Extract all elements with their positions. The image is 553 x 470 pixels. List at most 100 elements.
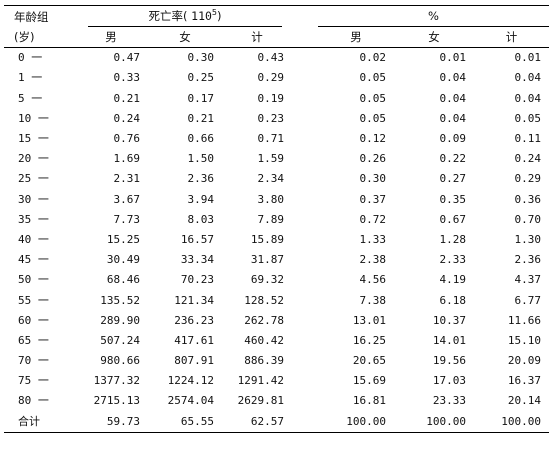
male-pct-cell: 15.69 bbox=[352, 374, 386, 388]
age-group-cell: 0 一 bbox=[18, 51, 43, 65]
male-pct-cell: 7.38 bbox=[359, 293, 387, 307]
sub-header-female-pct: 女 bbox=[428, 30, 440, 45]
total-pct-cell: 20.14 bbox=[507, 394, 542, 408]
female-pct-cell: 14.01 bbox=[432, 333, 466, 347]
age-group-cell: 25 一 bbox=[18, 172, 49, 186]
male-pct-cell: 0.72 bbox=[359, 212, 387, 226]
table-row: 1 一 0.33 0.25 0.29 0.05 0.04 0.04 bbox=[4, 68, 549, 88]
total-pct-cell: 0.05 bbox=[514, 111, 542, 125]
female-rate-cell: 807.91 bbox=[174, 354, 214, 368]
age-group-cell: 15 一 bbox=[18, 132, 49, 146]
table-row: 10 一 0.24 0.21 0.23 0.05 0.04 0.05 bbox=[4, 109, 549, 129]
total-pct-cell: 11.66 bbox=[507, 313, 542, 327]
header-row-group: 年龄组 死亡率( 1105) % bbox=[4, 5, 550, 27]
table-row: 0 一 0.47 0.30 0.43 0.02 0.01 0.01 bbox=[4, 48, 549, 69]
header-row-sub: (岁) 男 女 计 男 女 计 bbox=[4, 27, 550, 48]
male-pct-cell: 16.81 bbox=[352, 394, 386, 408]
total-pct-cell: 6.77 bbox=[514, 293, 542, 307]
table-row: 20 一 1.69 1.50 1.59 0.26 0.22 0.24 bbox=[4, 149, 549, 169]
female-pct-cell: 0.35 bbox=[439, 192, 467, 206]
age-group-cell: 70 一 bbox=[18, 354, 49, 368]
male-rate-cell: 2.31 bbox=[113, 172, 141, 186]
male-rate-cell: 59.73 bbox=[106, 414, 140, 428]
male-pct-cell: 0.05 bbox=[359, 71, 387, 85]
female-pct-cell: 100.00 bbox=[426, 414, 466, 428]
male-rate-cell: 30.49 bbox=[106, 253, 140, 267]
male-pct-cell: 20.65 bbox=[352, 354, 386, 368]
age-group-cell: 80 一 bbox=[18, 394, 49, 408]
female-rate-cell: 121.34 bbox=[174, 293, 214, 307]
total-pct-cell: 0.24 bbox=[514, 152, 542, 166]
male-rate-cell: 0.21 bbox=[113, 91, 141, 105]
age-group-cell: 45 一 bbox=[18, 253, 49, 267]
total-rate-cell: 3.80 bbox=[257, 192, 285, 206]
total-rate-cell: 262.78 bbox=[244, 313, 284, 327]
mortality-rate-label: 死亡率( bbox=[148, 9, 188, 23]
female-rate-cell: 70.23 bbox=[180, 273, 214, 287]
age-group-cell: 55 一 bbox=[18, 293, 49, 307]
total-rate-cell: 31.87 bbox=[250, 253, 284, 267]
male-rate-cell: 1.69 bbox=[113, 152, 141, 166]
sub-header-total-rate: 计 bbox=[251, 30, 263, 45]
male-pct-cell: 0.02 bbox=[359, 51, 387, 65]
sub-header-female-rate: 女 bbox=[179, 30, 191, 45]
female-rate-cell: 1224.12 bbox=[167, 374, 214, 388]
male-rate-cell: 0.47 bbox=[113, 51, 141, 65]
total-pct-cell: 15.10 bbox=[507, 333, 542, 347]
total-pct-cell: 100.00 bbox=[501, 414, 542, 428]
male-pct-cell: 0.26 bbox=[359, 152, 387, 166]
male-rate-cell: 2715.13 bbox=[93, 394, 140, 408]
table-row: 65 一 507.24 417.61 460.42 16.25 14.01 15.10 bbox=[4, 331, 549, 351]
female-pct-cell: 0.04 bbox=[439, 111, 467, 125]
male-rate-cell: 135.52 bbox=[100, 293, 140, 307]
table-row: 30 一 3.67 3.94 3.80 0.37 0.35 0.36 bbox=[4, 190, 549, 210]
total-pct-cell: 0.70 bbox=[514, 212, 542, 226]
percent-header: % bbox=[318, 6, 550, 27]
age-group-cell: 合计 bbox=[18, 414, 40, 428]
total-pct-cell: 0.11 bbox=[514, 132, 542, 146]
table-row: 25 一 2.31 2.36 2.34 0.30 0.27 0.29 bbox=[4, 169, 549, 189]
total-rate-cell: 69.32 bbox=[250, 273, 284, 287]
female-pct-cell: 0.09 bbox=[439, 132, 467, 146]
table-row: 40 一 15.25 16.57 15.89 1.33 1.28 1.30 bbox=[4, 230, 549, 250]
age-group-cell: 35 一 bbox=[18, 212, 49, 226]
mortality-table: 年龄组 死亡率( 1105) % (岁) 男 女 计 男 bbox=[4, 5, 550, 433]
total-rate-cell: 1291.42 bbox=[237, 374, 284, 388]
table-row: 80 一 2715.13 2574.04 2629.81 16.81 23.33 20.14 bbox=[4, 391, 549, 411]
table-row: 55 一 135.52 121.34 128.52 7.38 6.18 6.77 bbox=[4, 290, 549, 310]
male-pct-cell: 4.56 bbox=[359, 273, 387, 287]
male-pct-cell: 0.05 bbox=[359, 111, 387, 125]
female-rate-cell: 33.34 bbox=[180, 253, 214, 267]
male-pct-cell: 100.00 bbox=[346, 414, 386, 428]
total-rate-cell: 0.19 bbox=[257, 91, 285, 105]
age-group-cell: 75 一 bbox=[18, 374, 49, 388]
table-row: 15 一 0.76 0.66 0.71 0.12 0.09 0.11 bbox=[4, 129, 549, 149]
male-pct-cell: 13.01 bbox=[352, 313, 386, 327]
total-rate-cell: 886.39 bbox=[244, 354, 284, 368]
total-rate-cell: 128.52 bbox=[244, 293, 284, 307]
female-rate-cell: 2574.04 bbox=[167, 394, 214, 408]
age-group-cell: 20 一 bbox=[18, 152, 49, 166]
total-pct-cell: 20.09 bbox=[507, 354, 542, 368]
total-pct-cell: 0.29 bbox=[514, 172, 542, 186]
total-pct-cell: 4.37 bbox=[514, 273, 542, 287]
female-pct-cell: 0.01 bbox=[439, 51, 467, 65]
female-rate-cell: 0.66 bbox=[187, 132, 215, 146]
total-rate-cell: 0.71 bbox=[257, 132, 285, 146]
table-row: 35 一 7.73 8.03 7.89 0.72 0.67 0.70 bbox=[4, 210, 549, 230]
female-pct-cell: 0.67 bbox=[439, 212, 467, 226]
age-group-cell: 10 一 bbox=[18, 111, 49, 125]
mortality-rate-header: 死亡率( 1105) bbox=[74, 6, 292, 27]
total-pct-cell: 16.37 bbox=[507, 374, 542, 388]
male-rate-cell: 7.73 bbox=[113, 212, 141, 226]
total-rate-cell: 2.34 bbox=[257, 172, 285, 186]
sub-header-male-pct: 男 bbox=[350, 30, 362, 45]
table-row: 5 一 0.21 0.17 0.19 0.05 0.04 0.04 bbox=[4, 89, 549, 109]
sub-header-total-pct: 计 bbox=[505, 30, 518, 45]
female-rate-cell: 1.50 bbox=[187, 152, 215, 166]
male-pct-cell: 16.25 bbox=[352, 333, 386, 347]
male-rate-cell: 289.90 bbox=[100, 313, 140, 327]
total-rate-cell: 2629.81 bbox=[237, 394, 284, 408]
age-group-cell: 40 一 bbox=[18, 232, 49, 246]
female-rate-cell: 8.03 bbox=[187, 212, 215, 226]
